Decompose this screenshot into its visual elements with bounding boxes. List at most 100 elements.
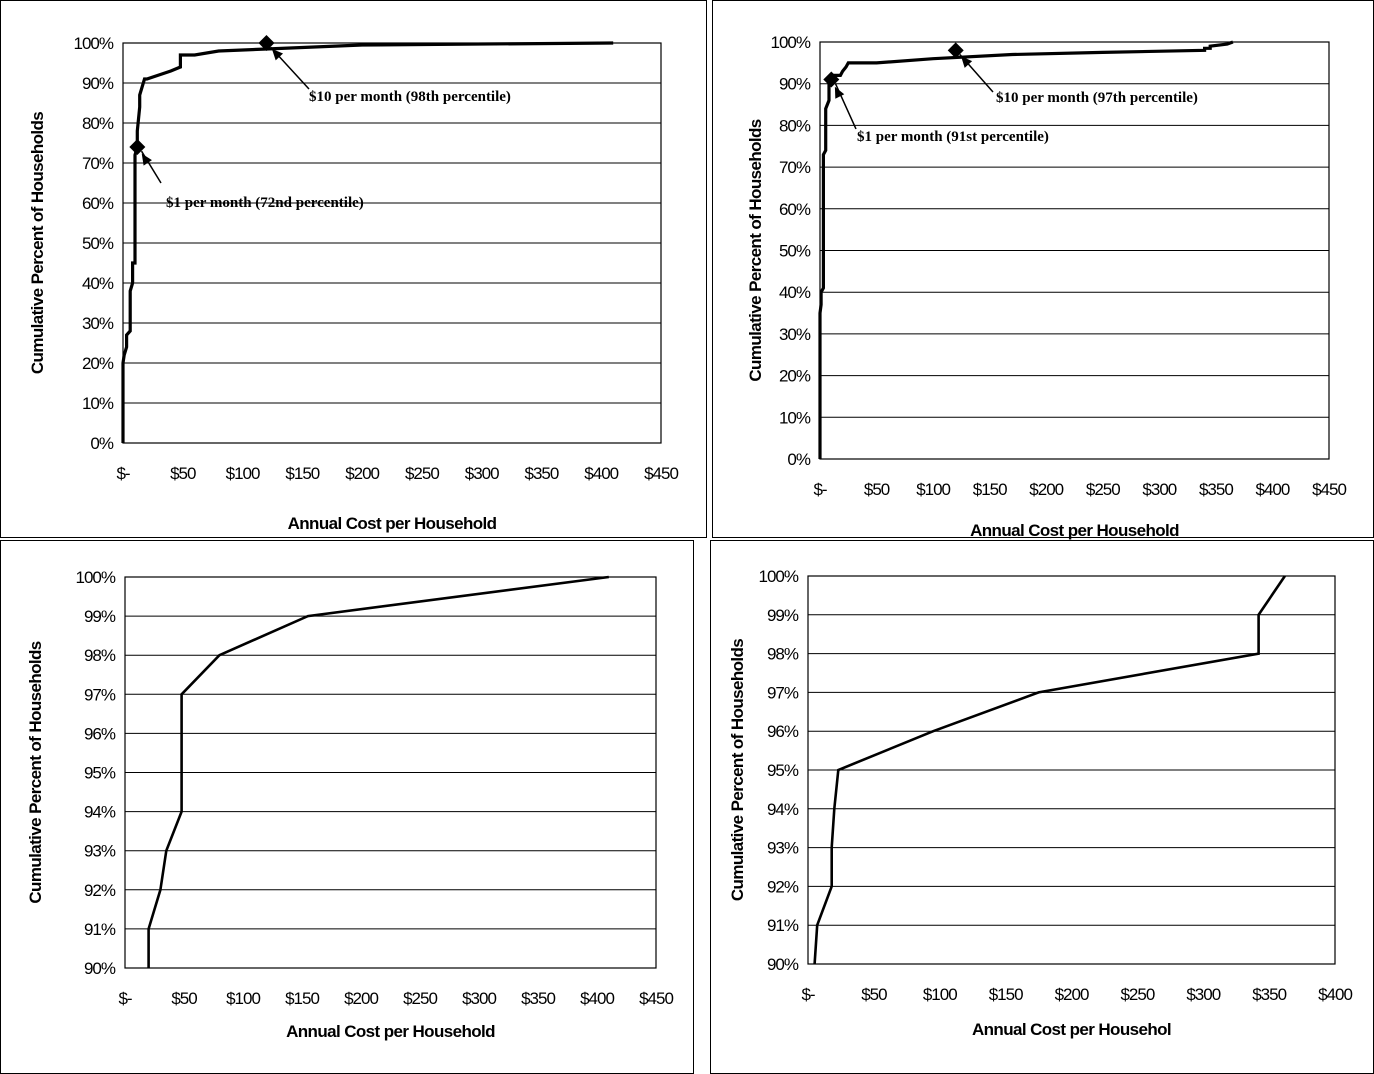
x-tick-label: $50 [171, 989, 197, 1008]
y-tick-label: 40% [779, 283, 811, 302]
y-tick-label: 90% [84, 959, 116, 978]
y-axis-label: Cumulative Percent of Households [28, 112, 47, 374]
y-axis-label: Cumulative Percent of Households [26, 641, 45, 903]
annotation-label: $1 per month (91st percentile) [857, 129, 1049, 145]
annotation-label: $10 per month (98th percentile) [309, 89, 511, 105]
y-tick-label: 100% [74, 34, 114, 53]
x-tick-label: $150 [285, 989, 319, 1008]
y-tick-label: 99% [84, 607, 116, 626]
x-axis-label: Annual Cost per Household [970, 521, 1179, 540]
y-tick-label: 91% [84, 920, 116, 939]
y-tick-label: 99% [767, 606, 799, 625]
y-tick-label: 91% [767, 916, 799, 935]
x-tick-label: $200 [1029, 480, 1063, 499]
y-tick-label: 70% [779, 158, 811, 177]
plot-frame [807, 575, 1336, 965]
x-tick-label: $300 [462, 989, 496, 1008]
y-tick-label: 80% [779, 116, 811, 135]
x-tick-label: $250 [1086, 480, 1120, 499]
y-tick-label: 94% [767, 800, 799, 819]
chart-panel-2: 0% 10% 20% 30% 40% 50% 60% 70% 80% 90% 100% $- $50 $1… [712, 0, 1374, 540]
x-axis-label: Annual Cost per Household [288, 514, 497, 533]
x-tick-label: $- [116, 464, 129, 483]
y-tick-label: 97% [767, 683, 799, 702]
annotation-marker [823, 71, 840, 88]
y-tick-label: 80% [82, 114, 114, 133]
x-tick-label: $200 [1055, 985, 1089, 1004]
y-tick-label: 70% [82, 154, 114, 173]
x-tick-label: $350 [1252, 985, 1286, 1004]
y-tick-label: 30% [779, 325, 811, 344]
y-tick-label: 93% [767, 839, 799, 858]
x-axis-label: Annual Cost per Househol [972, 1020, 1171, 1039]
x-tick-label: $300 [1142, 480, 1176, 499]
plot-frame [819, 41, 1330, 460]
chart-4: 90% 91% 92% 93% 94% 95% 96% 97% 98% 99% 100% $- $50 $… [728, 567, 1353, 1039]
annotation-marker [258, 35, 275, 51]
x-tick-label: $450 [1312, 480, 1346, 499]
y-tick-label: 0% [90, 434, 113, 453]
y-tick-label: 95% [84, 764, 116, 783]
x-tick-label: $250 [403, 989, 437, 1008]
y-tick-label: 30% [82, 314, 114, 333]
x-tick-label: $200 [345, 464, 379, 483]
annotation-marker [947, 42, 964, 59]
x-axis-label: Annual Cost per Household [286, 1022, 495, 1041]
x-tick-label: $400 [1318, 985, 1352, 1004]
y-tick-label: 94% [84, 803, 116, 822]
x-tick-label: $100 [226, 464, 260, 483]
y-tick-label: 100% [771, 33, 811, 52]
x-tick-label: $300 [1186, 985, 1220, 1004]
x-tick-label: $100 [916, 480, 950, 499]
x-tick-label: $150 [973, 480, 1007, 499]
series-line [121, 41, 614, 443]
y-tick-label: 100% [759, 567, 799, 586]
x-tick-label: $150 [285, 464, 319, 483]
y-tick-label: 95% [767, 761, 799, 780]
annotation-arrowhead [271, 48, 284, 61]
x-tick-label: $350 [521, 989, 555, 1008]
y-tick-label: 98% [767, 645, 799, 664]
x-tick-label: $100 [226, 989, 260, 1008]
y-tick-label: 0% [787, 450, 810, 469]
y-tick-label: 90% [82, 74, 114, 93]
y-tick-label: 90% [767, 955, 799, 974]
annotation-label: $1 per month (72nd percentile) [166, 195, 364, 211]
x-tick-label: $250 [405, 464, 439, 483]
annotation-arrowhead [834, 86, 845, 99]
x-tick-label: $100 [923, 985, 957, 1004]
x-tick-label: $450 [644, 464, 678, 483]
x-tick-label: $50 [861, 985, 887, 1004]
y-tick-label: 93% [84, 842, 116, 861]
y-tick-label: 10% [779, 408, 811, 427]
plot-frame [124, 576, 657, 969]
x-tick-label: $150 [989, 985, 1023, 1004]
y-tick-label: 60% [82, 194, 114, 213]
y-tick-label: 60% [779, 200, 811, 219]
x-tick-label: $350 [1199, 480, 1233, 499]
y-axis-label: Cumulative Percent of Households [728, 639, 747, 901]
chart-panel-1: 0% 10% 20% 30% 40% 50% 60% 70% 80% 90% 100% $- $50 $1… [0, 0, 707, 538]
y-tick-label: 40% [82, 274, 114, 293]
x-tick-label: $400 [580, 989, 614, 1008]
x-tick-label: $- [801, 985, 814, 1004]
chart-3: 90% 91% 92% 93% 94% 95% 96% 97% 98% 99% 100% $- $50 $… [26, 568, 674, 1041]
x-tick-label: $350 [525, 464, 559, 483]
y-tick-label: 10% [82, 394, 114, 413]
x-tick-label: $50 [170, 464, 196, 483]
y-tick-label: 98% [84, 646, 116, 665]
y-tick-label: 92% [767, 877, 799, 896]
x-tick-label: $- [813, 480, 826, 499]
y-tick-label: 90% [779, 75, 811, 94]
chart-2: 0% 10% 20% 30% 40% 50% 60% 70% 80% 90% 100% $- $50 $1… [746, 33, 1347, 540]
chart-panel-4: 90% 91% 92% 93% 94% 95% 96% 97% 98% 99% 100% $- $50 $… [710, 540, 1374, 1074]
x-tick-label: $250 [1120, 985, 1154, 1004]
chart-panel-3: 90% 91% 92% 93% 94% 95% 96% 97% 98% 99% 100% $- $50 $… [0, 540, 694, 1074]
x-tick-label: $400 [1256, 480, 1290, 499]
y-tick-label: 100% [76, 568, 116, 587]
x-tick-label: $450 [639, 989, 673, 1008]
y-tick-label: 50% [779, 242, 811, 261]
y-axis-label: Cumulative Percent of Households [746, 119, 765, 381]
plot-frame [122, 42, 662, 444]
x-tick-label: $50 [864, 480, 890, 499]
